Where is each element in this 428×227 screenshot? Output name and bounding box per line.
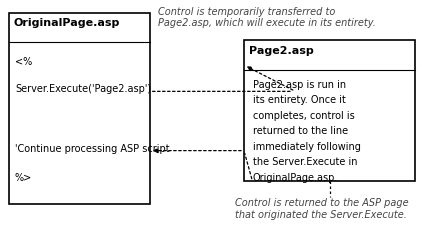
Text: Page2.asp: Page2.asp [249,45,314,55]
Text: OriginalPage.asp: OriginalPage.asp [14,18,120,28]
Text: OriginalPage.asp.: OriginalPage.asp. [253,172,338,182]
Text: completes, control is: completes, control is [253,110,354,120]
Text: Control is temporarily transferred to
Page2.asp, which will execute in its entir: Control is temporarily transferred to Pa… [158,7,376,28]
Text: %>: %> [15,173,32,183]
Text: Control is returned to the ASP page
that originated the Server.Execute.: Control is returned to the ASP page that… [235,197,409,219]
Text: its entirety. Once it: its entirety. Once it [253,95,345,105]
Text: 'Continue processing ASP script: 'Continue processing ASP script [15,143,169,153]
Text: Server.Execute('Page2.asp'): Server.Execute('Page2.asp') [15,84,151,94]
Text: Page2.asp is run in: Page2.asp is run in [253,79,346,89]
Text: the Server.Execute in: the Server.Execute in [253,157,357,167]
Text: immediately following: immediately following [253,141,360,151]
Bar [9,14,150,204]
Text: returned to the line: returned to the line [253,126,348,136]
Bar [244,41,415,182]
Text: <%: <% [15,57,32,67]
